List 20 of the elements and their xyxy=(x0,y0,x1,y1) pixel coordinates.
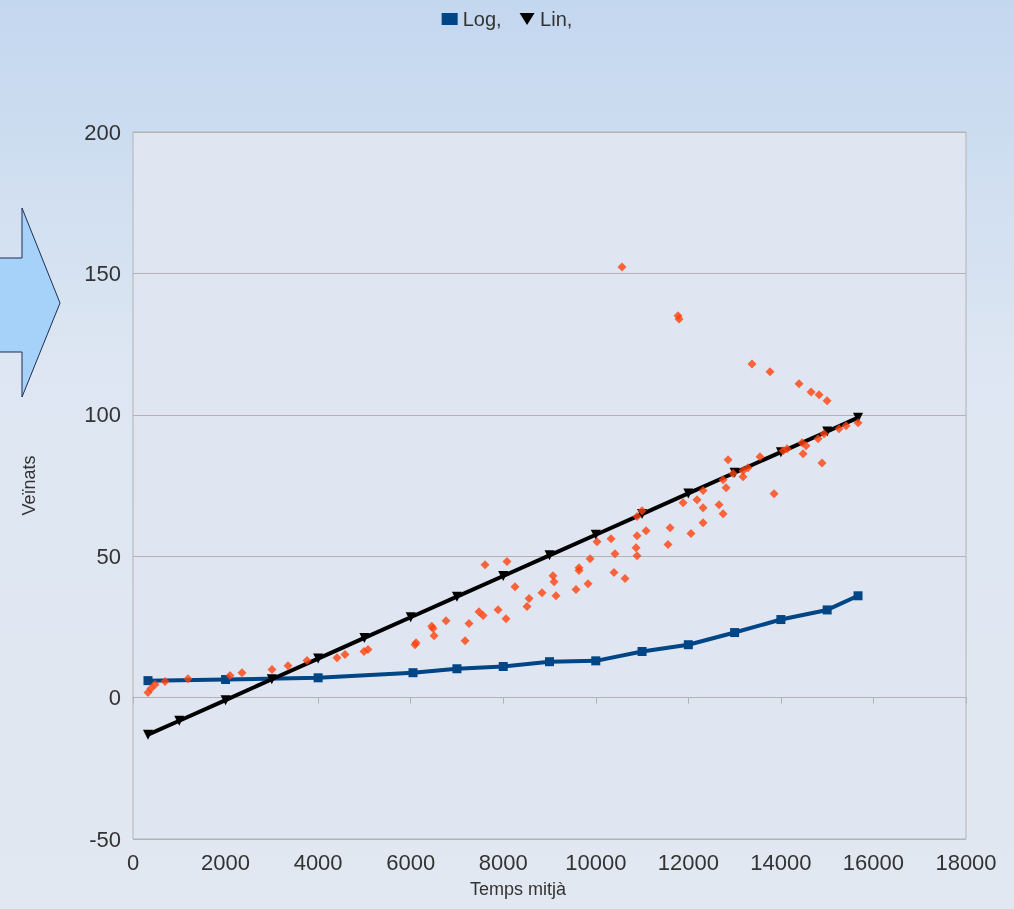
x-tick-label: 2000 xyxy=(201,849,251,875)
y-axis-title: Veïnats xyxy=(19,455,39,516)
y-tick-label: 100 xyxy=(84,402,121,428)
x-tick-label: 18000 xyxy=(935,849,997,875)
y-tick-label: 150 xyxy=(84,260,121,286)
legend-label: Log, xyxy=(462,8,502,30)
x-tick-label: 8000 xyxy=(478,849,528,875)
x-axis-title: Temps mitjà xyxy=(470,879,568,899)
x-tick-label: 4000 xyxy=(293,849,343,875)
x-tick-label: 10000 xyxy=(565,849,627,875)
y-tick-label: -50 xyxy=(89,826,121,852)
x-tick-label: 6000 xyxy=(386,849,436,875)
x-tick-label: 12000 xyxy=(657,849,719,875)
x-tick-label: 0 xyxy=(126,849,140,875)
legend-label: Lin, xyxy=(540,8,573,30)
y-tick-label: 0 xyxy=(108,685,121,711)
x-tick-label: 14000 xyxy=(750,849,812,875)
x-tick-label: 16000 xyxy=(842,849,905,875)
y-tick-label: 50 xyxy=(96,543,121,569)
y-tick-label: 200 xyxy=(84,119,121,145)
